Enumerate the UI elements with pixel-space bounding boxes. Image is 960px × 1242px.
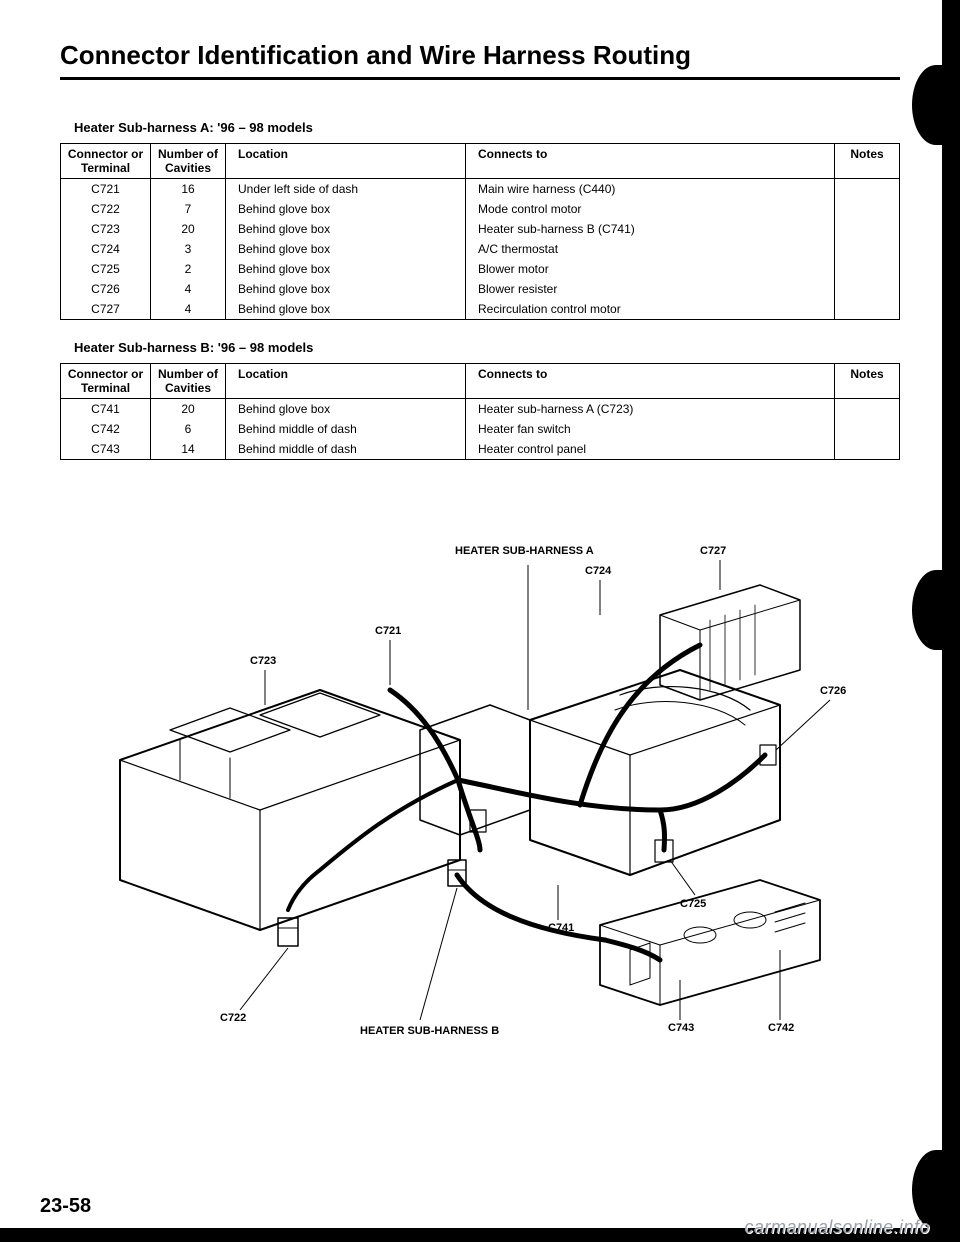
section-a-label: Heater Sub-harness A: '96 – 98 models — [74, 120, 900, 135]
table-row: C7243Behind glove boxA/C thermostat — [61, 239, 900, 259]
cell-cav: 16 — [151, 179, 226, 200]
cell-cav: 4 — [151, 279, 226, 299]
page-number: 23-58 — [40, 1195, 91, 1218]
th-location: Location — [226, 144, 466, 179]
cell-ct: Main wire harness (C440) — [466, 179, 835, 200]
cell-notes — [835, 259, 900, 279]
label-c721: C721 — [375, 625, 401, 637]
label-c726: C726 — [820, 685, 846, 697]
cell-cav: 7 — [151, 199, 226, 219]
table-row: C72320Behind glove boxHeater sub-harness… — [61, 219, 900, 239]
th-connector: Connector or Terminal — [61, 144, 151, 179]
cell-loc: Behind glove box — [226, 199, 466, 219]
watermark: carmanualsonline.info — [744, 1217, 930, 1238]
cell-cav: 4 — [151, 299, 226, 320]
cell-loc: Behind glove box — [226, 399, 466, 420]
table-b: Connector or Terminal Number of Cavities… — [60, 363, 900, 460]
cell-loc: Behind middle of dash — [226, 419, 466, 439]
cell-ct: Blower resister — [466, 279, 835, 299]
binder-tab-icon — [912, 65, 960, 145]
cell-conn: C722 — [61, 199, 151, 219]
cell-ct: A/C thermostat — [466, 239, 835, 259]
label-c727: C727 — [700, 545, 726, 557]
label-c742: C742 — [768, 1022, 794, 1034]
cell-conn: C742 — [61, 419, 151, 439]
page-title: Connector Identification and Wire Harnes… — [60, 40, 900, 71]
table-row: C7227Behind glove boxMode control motor — [61, 199, 900, 219]
cell-notes — [835, 399, 900, 420]
cell-loc: Behind glove box — [226, 299, 466, 320]
cell-conn: C725 — [61, 259, 151, 279]
th-cavities: Number of Cavities — [151, 144, 226, 179]
th-cavities: Number of Cavities — [151, 364, 226, 399]
cell-loc: Behind glove box — [226, 219, 466, 239]
cell-loc: Behind glove box — [226, 259, 466, 279]
binder-tab-icon — [912, 570, 960, 650]
cell-notes — [835, 239, 900, 259]
th-notes: Notes — [835, 144, 900, 179]
cell-ct: Heater fan switch — [466, 419, 835, 439]
label-harness-b: HEATER SUB-HARNESS B — [360, 1025, 499, 1037]
hvac-diagram-svg — [60, 480, 880, 1060]
cell-loc: Behind middle of dash — [226, 439, 466, 460]
cell-conn: C743 — [61, 439, 151, 460]
label-c741: C741 — [548, 922, 574, 934]
cell-conn: C741 — [61, 399, 151, 420]
table-a: Connector or Terminal Number of Cavities… — [60, 143, 900, 320]
cell-cav: 20 — [151, 399, 226, 420]
cell-ct: Blower motor — [466, 259, 835, 279]
th-connects: Connects to — [466, 364, 835, 399]
cell-ct: Heater control panel — [466, 439, 835, 460]
cell-notes — [835, 279, 900, 299]
table-a-header-row: Connector or Terminal Number of Cavities… — [61, 144, 900, 179]
cell-cav: 3 — [151, 239, 226, 259]
cell-conn: C724 — [61, 239, 151, 259]
cell-ct: Heater sub-harness A (C723) — [466, 399, 835, 420]
label-harness-a: HEATER SUB-HARNESS A — [455, 545, 594, 557]
cell-notes — [835, 199, 900, 219]
th-connects: Connects to — [466, 144, 835, 179]
label-c722: C722 — [220, 1012, 246, 1024]
cell-notes — [835, 219, 900, 239]
cell-ct: Recirculation control motor — [466, 299, 835, 320]
cell-cav: 2 — [151, 259, 226, 279]
table-row: C7426Behind middle of dashHeater fan swi… — [61, 419, 900, 439]
cell-conn: C726 — [61, 279, 151, 299]
cell-loc: Behind glove box — [226, 279, 466, 299]
cell-ct: Mode control motor — [466, 199, 835, 219]
label-c743: C743 — [668, 1022, 694, 1034]
title-rule — [60, 77, 900, 80]
cell-loc: Behind glove box — [226, 239, 466, 259]
cell-cav: 20 — [151, 219, 226, 239]
cell-notes — [835, 299, 900, 320]
label-c725: C725 — [680, 898, 706, 910]
th-connector: Connector or Terminal — [61, 364, 151, 399]
table-row: C74314Behind middle of dashHeater contro… — [61, 439, 900, 460]
table-row: C72116Under left side of dashMain wire h… — [61, 179, 900, 200]
cell-notes — [835, 179, 900, 200]
table-row: C7274Behind glove boxRecirculation contr… — [61, 299, 900, 320]
th-location: Location — [226, 364, 466, 399]
table-row: C7252Behind glove boxBlower motor — [61, 259, 900, 279]
cell-cav: 6 — [151, 419, 226, 439]
label-c723: C723 — [250, 655, 276, 667]
cell-notes — [835, 439, 900, 460]
cell-loc: Under left side of dash — [226, 179, 466, 200]
table-row: C7264Behind glove boxBlower resister — [61, 279, 900, 299]
cell-conn: C723 — [61, 219, 151, 239]
cell-ct: Heater sub-harness B (C741) — [466, 219, 835, 239]
cell-cav: 14 — [151, 439, 226, 460]
cell-conn: C727 — [61, 299, 151, 320]
diagram: HEATER SUB-HARNESS A C727 C724 C721 C723… — [60, 480, 900, 1060]
table-b-header-row: Connector or Terminal Number of Cavities… — [61, 364, 900, 399]
cell-conn: C721 — [61, 179, 151, 200]
table-row: C74120Behind glove boxHeater sub-harness… — [61, 399, 900, 420]
th-notes: Notes — [835, 364, 900, 399]
label-c724: C724 — [585, 565, 611, 577]
cell-notes — [835, 419, 900, 439]
section-b-label: Heater Sub-harness B: '96 – 98 models — [74, 340, 900, 355]
